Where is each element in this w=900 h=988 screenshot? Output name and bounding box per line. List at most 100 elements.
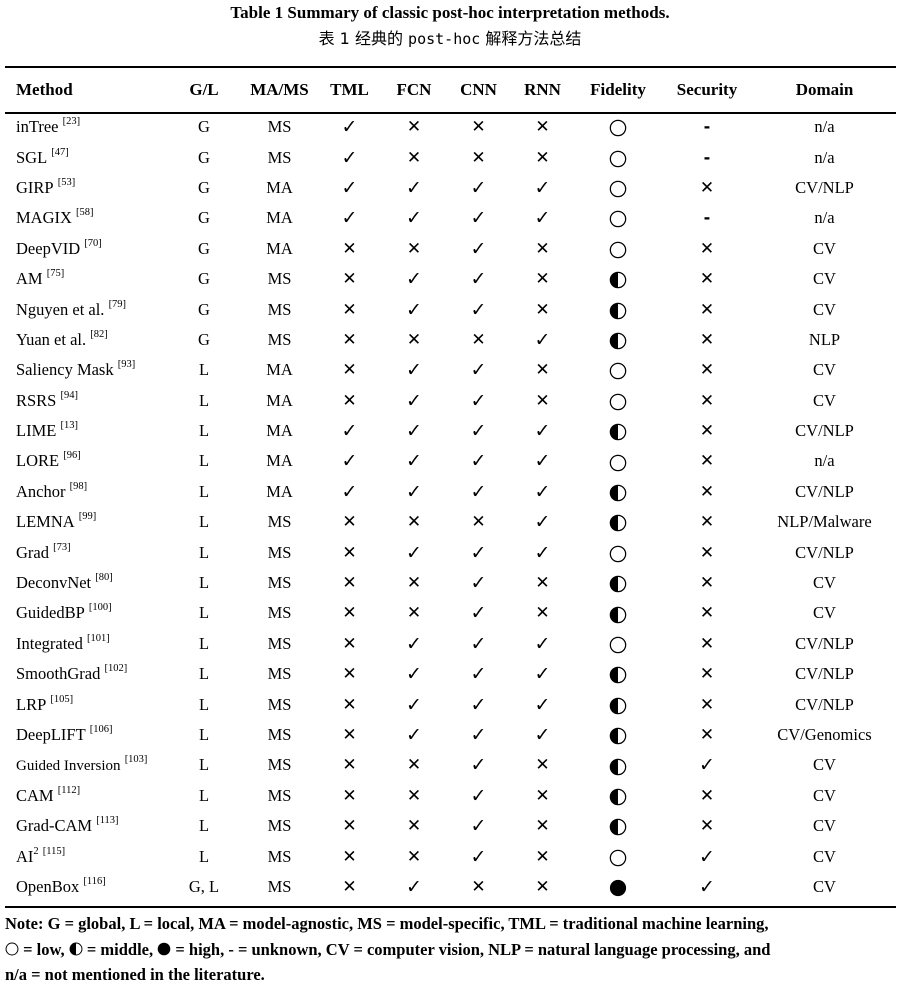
cell-security: - — [661, 112, 753, 142]
top-rule — [5, 66, 896, 68]
cell-method: LIME [13] — [5, 416, 167, 446]
table-row: Grad [73] L MS ✕ ✓ ✓ ✓ ✕ CV/NLP — [5, 537, 896, 567]
cell-cnn: ✓ — [447, 477, 510, 507]
cell-rnn: ✕ — [510, 355, 575, 385]
header-security: Security — [676, 80, 738, 99]
check-mark-icon: ✓ — [406, 693, 422, 716]
cell-domain: n/a — [814, 208, 835, 228]
cell-gl: G — [198, 329, 210, 349]
check-mark-icon: ✓ — [470, 541, 487, 564]
cell-domain: NLP — [808, 329, 841, 349]
method-reference: [13] — [60, 420, 78, 432]
cell-domain: n/a — [814, 147, 835, 167]
method-name: AM — [16, 269, 43, 289]
cell-cnn: ✕ — [447, 507, 510, 537]
cross-mark-icon: ✕ — [699, 785, 715, 806]
table-row: LRP [105] L MS ✕ ✓ ✓ ✓ ✕ CV/NLP — [5, 689, 896, 719]
check-mark-icon: ✓ — [699, 875, 715, 898]
cell-security: ✕ — [661, 477, 753, 507]
cell-cnn: ✓ — [447, 841, 510, 871]
cell-security: ✕ — [661, 446, 753, 476]
check-mark-icon: ✓ — [470, 632, 487, 655]
cell-cnn: ✓ — [447, 294, 510, 324]
cell-mams: MS — [267, 633, 292, 653]
cell-fidelity — [575, 537, 661, 567]
table-row: LIME [13] L MA ✓ ✓ ✓ ✓ ✕ CV/NLP — [5, 416, 896, 446]
check-mark-icon: ✓ — [534, 663, 551, 686]
method-reference: [99] — [78, 511, 97, 523]
table-row: DeepVID [70] G MA ✕ ✕ ✓ ✕ ✕ CV — [5, 234, 896, 264]
check-mark-icon: ✓ — [470, 480, 487, 503]
cell-domain: CV — [813, 785, 836, 805]
method-reference: [98] — [69, 480, 88, 492]
cell-tml: ✕ — [318, 325, 381, 355]
method-name: DeepVID — [16, 238, 81, 258]
cell-domain: CV/Genomics — [777, 725, 872, 744]
cross-mark-icon: ✕ — [535, 876, 550, 897]
cross-mark-icon: ✕ — [342, 542, 357, 563]
cell-cnn: ✓ — [447, 234, 510, 264]
note-middle: = middle, — [82, 939, 158, 959]
cell-rnn: ✓ — [510, 446, 575, 476]
note-label: Note: — [5, 914, 44, 933]
cell-gl: G — [198, 117, 210, 137]
method-reference: [47] — [51, 146, 69, 158]
cell-fcn: ✕ — [381, 568, 447, 598]
check-mark-icon: ✓ — [534, 420, 551, 443]
cell-cnn: ✓ — [447, 264, 510, 294]
cross-mark-icon: ✕ — [535, 603, 550, 624]
cell-method: Integrated [101] — [5, 629, 167, 659]
method-reference: [73] — [53, 541, 71, 553]
cell-method: Nguyen et al. [79] — [5, 294, 167, 324]
cell-method: DeepVID [70] — [5, 234, 167, 264]
table-row: Saliency Mask [93] L MA ✕ ✓ ✓ ✕ ✕ CV — [5, 355, 896, 385]
cross-mark-icon: ✕ — [342, 360, 357, 381]
table-row: Yuan et al. [82] G MS ✕ ✕ ✕ ✓ ✕ NLP — [5, 325, 896, 355]
table-row: RSRS [94] L MA ✕ ✓ ✓ ✕ ✕ CV — [5, 386, 896, 416]
cell-method: Grad [73] — [5, 537, 167, 567]
cross-mark-icon: ✕ — [342, 573, 357, 594]
cell-fidelity — [575, 203, 661, 233]
cell-domain: CV — [813, 269, 836, 289]
cell-rnn: ✕ — [510, 811, 575, 841]
cross-mark-icon: ✕ — [699, 512, 715, 533]
cell-domain: CV — [813, 876, 836, 896]
check-mark-icon: ✓ — [470, 815, 487, 838]
cell-domain: CV — [813, 360, 836, 380]
check-mark-icon: ✓ — [341, 480, 358, 503]
note-rest: - = unknown, CV = computer vision, NLP =… — [228, 939, 771, 959]
fidelity-middle-icon — [609, 818, 627, 836]
cell-tml: ✕ — [318, 720, 381, 750]
cell-tml: ✕ — [318, 537, 381, 567]
method-reference: [106] — [89, 724, 113, 735]
cross-mark-icon: ✕ — [406, 573, 422, 594]
method-reference: [93] — [117, 359, 136, 371]
method-reference: [100] — [88, 602, 112, 614]
table-row: Anchor [98] L MA ✓ ✓ ✓ ✓ ✕ CV/NLP — [5, 477, 896, 507]
check-mark-icon: ✓ — [470, 602, 487, 625]
cell-method: Guided Inversion [103] — [5, 750, 167, 780]
fidelity-middle-icon — [609, 332, 627, 350]
cell-fidelity — [575, 629, 661, 659]
check-mark-icon: ✓ — [406, 541, 422, 564]
check-mark-icon: ✓ — [470, 663, 487, 686]
method-reference: [112] — [57, 784, 81, 796]
cell-fcn: ✓ — [381, 416, 447, 446]
method-reference: [75] — [46, 268, 65, 280]
cell-fcn: ✓ — [381, 872, 447, 902]
cell-domain: n/a — [814, 117, 835, 137]
fidelity-middle-icon — [609, 271, 627, 289]
cell-domain: CV — [813, 603, 836, 623]
cell-tml: ✕ — [318, 386, 381, 416]
method-reference: [101] — [87, 632, 110, 644]
method-reference: [58] — [76, 207, 94, 219]
cross-mark-icon: ✕ — [406, 755, 422, 776]
method-name: Yuan et al. — [16, 329, 87, 349]
method-name: GIRP — [16, 177, 54, 197]
check-mark-icon: ✓ — [406, 663, 422, 686]
fidelity-middle-icon — [609, 788, 627, 806]
table-header-row: Method G/L MA/MS TML FCN CNN RNN Fidelit… — [5, 68, 896, 112]
header-method: Method — [16, 80, 73, 99]
cross-mark-icon: ✕ — [406, 846, 422, 867]
cross-mark-icon: ✕ — [535, 360, 550, 381]
